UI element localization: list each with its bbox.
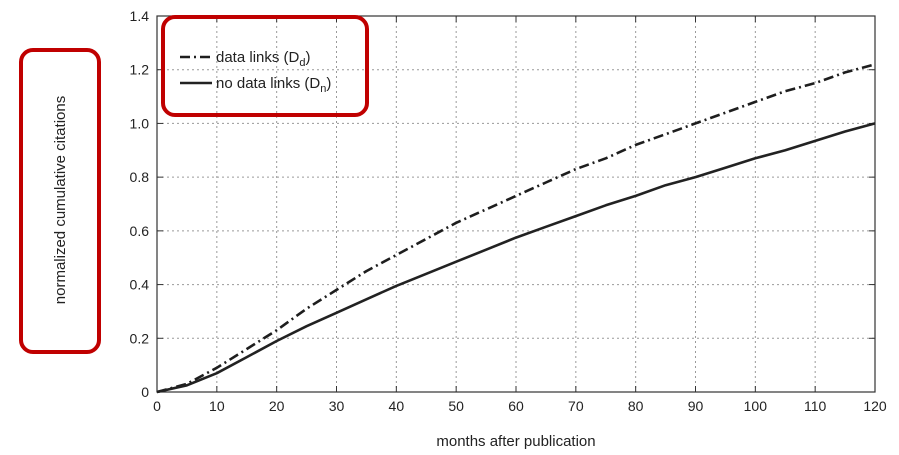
y-tick-label: 1.0 xyxy=(130,115,150,131)
x-tick-label: 70 xyxy=(568,398,584,414)
series-line-no-data-links xyxy=(156,122,876,394)
y-tick-label: 1.4 xyxy=(130,8,150,24)
legend-highlight-box xyxy=(161,15,369,117)
x-tick-label: 100 xyxy=(744,398,768,414)
legend-series-name: no data links xyxy=(216,75,300,92)
highlight-boxes xyxy=(19,15,369,354)
x-tick-label: 20 xyxy=(269,398,285,414)
legend-series-symbol: D xyxy=(309,75,320,92)
y-tick-label: 1.2 xyxy=(130,62,150,78)
x-tick-label: 80 xyxy=(628,398,644,414)
legend: data links (Dd) no data links (Dn) xyxy=(180,49,331,95)
x-tick-label: 50 xyxy=(448,398,464,414)
series-line-data-links xyxy=(156,63,876,394)
y-tick-label: 0.4 xyxy=(130,277,150,293)
x-tick-label: 110 xyxy=(804,398,827,414)
y-tick-label: 0.2 xyxy=(130,330,150,346)
y-tick-label: 0.8 xyxy=(130,169,150,185)
legend-series-subscript: d xyxy=(299,57,305,69)
grid xyxy=(157,16,875,392)
x-tick-label: 10 xyxy=(209,398,225,414)
legend-label-data-links: data links (Dd) xyxy=(216,49,311,69)
x-tick-label: 60 xyxy=(508,398,524,414)
y-axis-title: normalized cumulative citations xyxy=(52,96,69,304)
x-axis-title: months after publication xyxy=(436,433,595,450)
legend-series-name: data links xyxy=(216,49,279,66)
x-tick-label: 120 xyxy=(863,398,887,414)
x-tick-label: 40 xyxy=(389,398,405,414)
x-tick-label: 90 xyxy=(688,398,704,414)
legend-series-subscript: n xyxy=(320,83,326,95)
y-tick-label: 0 xyxy=(141,384,149,400)
x-tick-label: 0 xyxy=(153,398,161,414)
y-axis-title-highlight-box xyxy=(19,48,101,354)
x-tick-label: 30 xyxy=(329,398,345,414)
legend-label-no-data-links: no data links (Dn) xyxy=(216,75,331,95)
axes: 0 10 20 30 40 50 60 70 80 90 100 110 120 0 0.2 0.4 0.6 0.… xyxy=(130,8,887,414)
legend-series-symbol: D xyxy=(289,49,300,66)
y-tick-label: 0.6 xyxy=(130,223,150,239)
series-lines xyxy=(156,63,876,394)
